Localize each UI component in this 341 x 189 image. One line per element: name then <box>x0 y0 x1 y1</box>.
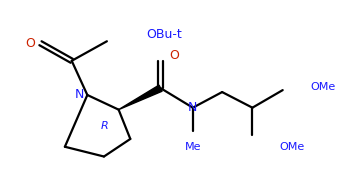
Text: N: N <box>188 101 197 114</box>
Text: R: R <box>101 121 109 131</box>
Text: OBu-t: OBu-t <box>146 28 182 41</box>
Text: N: N <box>75 88 84 101</box>
Text: OMe: OMe <box>280 142 305 152</box>
Text: OMe: OMe <box>310 82 335 92</box>
Text: O: O <box>25 37 35 50</box>
Text: O: O <box>169 49 179 62</box>
Polygon shape <box>119 85 162 110</box>
Text: Me: Me <box>184 142 201 152</box>
